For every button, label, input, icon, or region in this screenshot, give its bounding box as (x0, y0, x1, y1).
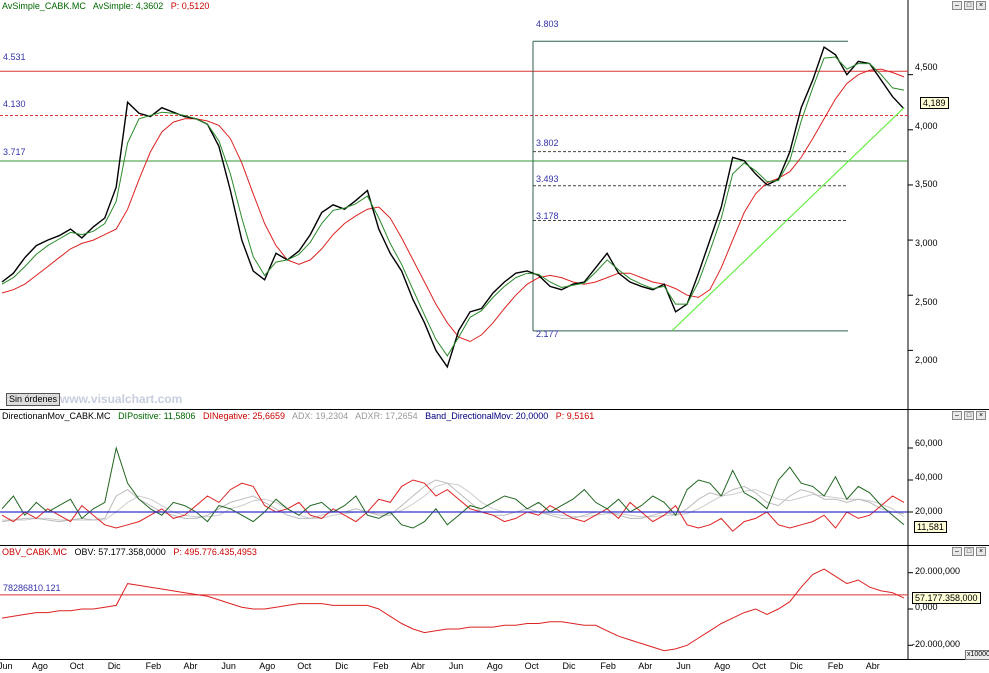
fib-high-label: 4.803 (536, 19, 559, 29)
minimize-button[interactable]: – (952, 547, 962, 556)
moving-average-fast-line (1, 56, 905, 357)
x-tick-label: Dic (335, 661, 349, 671)
price-header: AvSimple_CABK.MC AvSimple: 4,3602 P: 0,5… (2, 1, 214, 12)
dmi-header-adxr: ADXR: 17,2654 (355, 411, 418, 421)
x-tick-label: Feb (145, 661, 162, 671)
price-ytick: 3,000 (915, 238, 938, 248)
x-tick-label: Jun (221, 661, 236, 671)
dmi-window-buttons: – □ × (952, 411, 986, 420)
obv-header-value: OBV: 57.177.358,0000 (74, 547, 166, 557)
x-tick-label: Oct (297, 661, 312, 671)
price-ytick: 4,000 (915, 121, 938, 131)
price-line (1, 46, 905, 369)
price-chart (0, 0, 989, 410)
x-tick-label: Jun (448, 661, 464, 671)
x-tick-label: Ago (486, 661, 503, 671)
dmi-header-dineg: DINegative: 25,6659 (202, 411, 286, 421)
fib-level-label-1: 3.802 (536, 138, 559, 148)
x-tick-label: Dic (789, 661, 803, 671)
dmi-chart (0, 410, 989, 546)
close-button[interactable]: × (976, 411, 986, 420)
obv-pane: OBV_CABK.MC OBV: 57.177.358,0000 P: 495.… (0, 546, 989, 660)
obv-chart (0, 546, 989, 660)
minimize-button[interactable]: – (952, 1, 962, 10)
price-ytick: 2,500 (915, 297, 938, 307)
adx-line (1, 479, 905, 523)
x-tick-label: Ago (31, 661, 48, 671)
x-tick-label: Abr (183, 661, 198, 671)
obv-header: OBV_CABK.MC OBV: 57.177.358,0000 P: 495.… (2, 547, 262, 558)
dmi-header-adx: ADX: 19,2304 (292, 411, 349, 421)
x-tick-label: Abr (638, 661, 653, 671)
price-ytick: 3,500 (915, 179, 938, 189)
price-ytick: 4,500 (915, 62, 938, 72)
trendline (671, 107, 905, 331)
obv-ytick: 20.000,000 (915, 566, 961, 576)
x-tick-label: Jun (0, 661, 13, 671)
maximize-button[interactable]: □ (964, 411, 974, 420)
moving-average-slow-line (1, 68, 905, 343)
obv-line (1, 568, 905, 652)
obv-level-label: 78286810.121 (3, 583, 61, 593)
price-pane: AvSimple_CABK.MC AvSimple: 4,3602 P: 0,5… (0, 0, 989, 410)
price-header-avg: AvSimple: 4,3602 (92, 1, 164, 11)
x-tick-label: Oct (69, 661, 84, 671)
dmi-last-value: 11,581 (914, 521, 947, 533)
level-label-4531: 4.531 (3, 52, 26, 62)
x-tick-label: Feb (600, 661, 616, 671)
x-tick-label: Ago (259, 661, 276, 671)
di-positive-line (1, 446, 905, 529)
obv-ytick: -20.000,000 (912, 639, 961, 649)
price-header-symbol: AvSimple_CABK.MC (2, 1, 86, 11)
minimize-button[interactable]: – (952, 411, 962, 420)
price-last-value: 4,189 (920, 97, 949, 109)
level-label-3717: 3.717 (3, 147, 26, 157)
dmi-header-band: Band_DirectionalMov: 20,0000 (425, 411, 549, 421)
dmi-ytick: 20,000 (915, 506, 943, 516)
x-tick-label: Abr (410, 661, 425, 671)
x-tick-label: Jun (676, 661, 691, 671)
price-ytick: 2,000 (915, 355, 938, 365)
watermark: www.visualchart.com (60, 392, 183, 406)
obv-header-symbol: OBV_CABK.MC (2, 547, 68, 557)
x-tick-label: Ago (714, 661, 731, 671)
adxr-line (2, 482, 905, 521)
dmi-header-symbol: DirectionanMov_CABK.MC (2, 411, 111, 421)
maximize-button[interactable]: □ (964, 547, 974, 556)
x-tick-label: Abr (865, 661, 880, 671)
maximize-button[interactable]: □ (964, 1, 974, 10)
x-tick-label: Oct (524, 661, 539, 671)
orders-button[interactable]: Sin órdenes (6, 393, 61, 406)
obv-last-value: 57.177.358,000 (912, 592, 981, 604)
dmi-ytick: 40,000 (915, 472, 943, 482)
fib-level-label-2: 3.493 (536, 174, 559, 184)
dmi-header: DirectionanMov_CABK.MC DIPositive: 11,58… (2, 411, 599, 422)
dmi-header-dipos: DIPositive: 11,5806 (118, 411, 196, 421)
time-axis: Jun Ago Oct Dic Feb Abr Jun Ago Oct Dic Feb Abr Jun A… (0, 660, 989, 673)
dmi-pane: DirectionanMov_CABK.MC DIPositive: 11,58… (0, 410, 989, 546)
x-tick-label: Feb (373, 661, 389, 671)
x-tick-label: Oct (752, 661, 767, 671)
di-negative-line (1, 479, 905, 532)
obv-window-buttons: – □ × (952, 547, 986, 556)
close-button[interactable]: × (976, 1, 986, 10)
fib-low-label: 2.177 (536, 329, 559, 339)
obv-header-p: P: 495.776.435,4953 (173, 547, 257, 557)
close-button[interactable]: × (976, 547, 986, 556)
level-label-4130: 4.130 (3, 99, 26, 109)
obv-scale-note: x10000 (965, 650, 989, 660)
dmi-header-p: P: 9,5161 (555, 411, 595, 421)
dmi-ytick: 60,000 (915, 438, 943, 448)
obv-ytick: 0,000 (915, 602, 938, 612)
fib-level-label-3: 3.178 (536, 211, 559, 221)
x-tick-label: Feb (827, 661, 844, 671)
x-tick-label: Dic (562, 661, 576, 671)
price-window-buttons: – □ × (952, 1, 986, 10)
price-header-p: P: 0,5120 (170, 1, 210, 11)
x-tick-label: Dic (107, 661, 121, 671)
